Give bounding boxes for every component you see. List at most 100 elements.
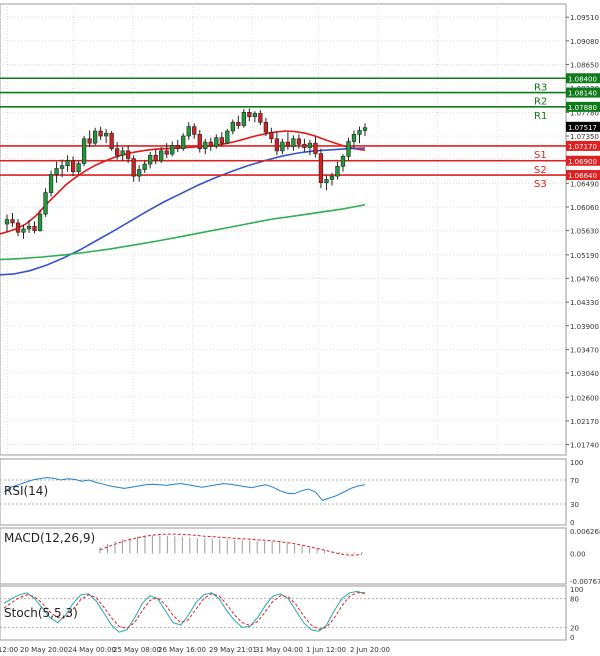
candle-body [181, 135, 186, 149]
time-label: 20 May 20:00 [20, 646, 68, 654]
macd-tick-label: 0.00 [570, 550, 586, 558]
current-price-label: 1.07517 [568, 124, 597, 132]
stoch-tick-label: 20 [570, 624, 579, 632]
macd-panel-frame [0, 527, 567, 585]
moving-average-lines [0, 130, 366, 276]
macd-signal-line [99, 533, 363, 556]
price-tick-label: 1.02600 [570, 394, 599, 402]
candle-body [269, 131, 274, 140]
stoch-tick-label: 100 [570, 586, 583, 594]
rsi-label: RSI(14) [4, 484, 48, 498]
rsi-tick-label: 30 [570, 501, 579, 509]
moving-average-line [0, 130, 366, 235]
level-tag-bg [566, 87, 600, 98]
candle-body [351, 134, 357, 142]
price-tick-label: 1.03040 [570, 370, 599, 378]
candle-body [313, 142, 318, 154]
rsi-tick-label: 100 [570, 459, 583, 467]
stoch-panel: 100 80 20 0 Stoch(5,5,3) [0, 585, 583, 642]
stoch-tick-label: 80 [570, 596, 579, 604]
candle-body [48, 174, 54, 193]
macd-label: MACD(12,26,9) [4, 531, 95, 545]
stoch-signal-series [3, 592, 365, 630]
stoch-axis: 100 80 20 0 [570, 586, 583, 642]
candle-body [258, 113, 263, 123]
candle-body [192, 126, 197, 135]
price-tick-label: 1.07780 [570, 109, 599, 117]
candle-body [252, 113, 257, 118]
rsi-line [3, 477, 366, 501]
price-tick-label: 1.06490 [570, 180, 599, 188]
price-tick-label: 1.04760 [570, 275, 599, 283]
candle-body [175, 145, 180, 149]
level-tag-text: 1.07880 [568, 104, 597, 112]
candle-body [54, 168, 59, 175]
candle-body [203, 141, 208, 149]
candle-body [153, 154, 158, 162]
candle-body [285, 141, 291, 147]
rsi-tick-label: 70 [570, 477, 579, 485]
candle-body [65, 160, 70, 166]
candle-body [247, 112, 252, 118]
rsi-tick-label: 0 [570, 519, 574, 527]
time-label: 26 May 16:00 [158, 646, 206, 654]
candle-body [329, 175, 335, 180]
candle-body [32, 225, 37, 231]
candle-body [346, 141, 351, 157]
rsi-panel: 100 70 30 0 RSI(14) [0, 458, 583, 527]
level-name-r3: R3 [534, 82, 547, 93]
time-label: 31 May 04:00 [255, 646, 303, 654]
moving-average-line [0, 204, 366, 261]
level-tag-bg [566, 140, 600, 151]
candle-body [126, 150, 131, 159]
candle-body [15, 222, 21, 233]
candle-body [137, 169, 142, 177]
candle-body [131, 158, 136, 177]
macd-histogram [99, 535, 363, 554]
level-tag-bg [566, 170, 600, 181]
candle-body [104, 132, 109, 137]
candlesticks [4, 108, 368, 239]
price-tick-label: 1.06060 [570, 204, 599, 212]
current-price-tag [566, 121, 600, 132]
candle-body [142, 163, 147, 170]
price-tick-label: 1.09510 [570, 14, 599, 22]
candle-body [109, 132, 114, 149]
macd-signal-series [99, 533, 363, 556]
candle-body [280, 141, 285, 152]
candle-body [70, 160, 76, 173]
stoch-label: Stoch(5,5,3) [4, 606, 78, 620]
price-tick-label: 1.03900 [570, 323, 599, 331]
candle-body [164, 150, 169, 155]
candle-body [21, 228, 26, 233]
level-price-tags: 1.08400 1.08140 1.07880 1.07170 1.06900 1.066… [566, 73, 600, 181]
time-label: 12:00 [0, 646, 18, 654]
candle-body [10, 219, 15, 224]
candle-body [263, 121, 268, 133]
time-label: 29 May 21:01 [209, 646, 257, 654]
candle-body [59, 165, 65, 169]
level-name-r2: R2 [534, 97, 547, 108]
macd-tick-label: 0.006268 [570, 528, 600, 536]
candle-body [115, 148, 120, 156]
candle-body [307, 142, 313, 148]
macd-axis: 0.006268 0.00 -0.007675 [570, 528, 600, 586]
stoch-tick-label: 0 [570, 634, 574, 642]
macd-tick-label: -0.007675 [570, 578, 600, 586]
candle-body [241, 112, 246, 126]
candle-body [197, 134, 202, 149]
candle-body [302, 143, 307, 148]
candle-body [324, 179, 329, 184]
candle-body [92, 130, 98, 144]
time-label: 25 May 08:00 [113, 646, 161, 654]
time-label: 1 Jun 12:00 [306, 646, 346, 654]
rsi-axis: 100 70 30 0 [570, 459, 583, 527]
level-name-s3: S3 [534, 179, 547, 190]
macd-panel: 0.006268 0.00 -0.007675 MACD(12,26,9) [0, 527, 600, 586]
price-tick-label: 1.01740 [570, 442, 599, 450]
level-name-r1: R1 [534, 111, 547, 122]
candle-body [43, 192, 48, 215]
candle-body [296, 138, 302, 145]
